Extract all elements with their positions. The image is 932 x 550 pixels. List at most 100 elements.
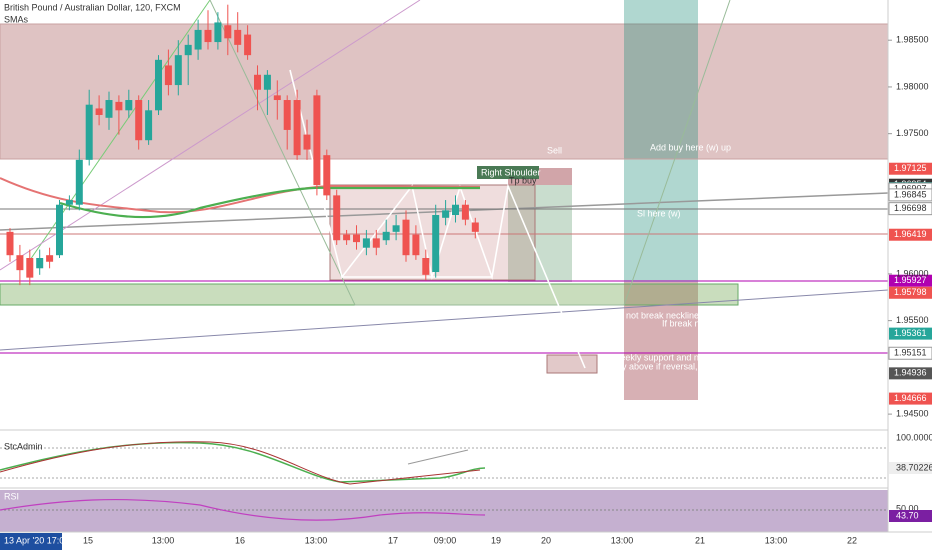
stc-pane <box>0 430 888 488</box>
candle-body <box>442 210 450 218</box>
annotation: Sl here (w) <box>637 208 681 218</box>
w-pattern <box>209 0 731 306</box>
stc-trend <box>407 449 469 465</box>
stop-zone <box>624 282 698 400</box>
price-tag-label: 1.96845 <box>894 189 927 199</box>
candle-body <box>303 134 311 150</box>
price-tag-label: 1.95927 <box>894 275 927 285</box>
candle-body <box>353 234 360 243</box>
x-tick-label: 13:00 <box>611 535 634 545</box>
candle-body <box>46 255 54 262</box>
candle-body <box>224 25 232 39</box>
price-tag <box>889 228 932 241</box>
annotation: Right Shoulder <box>481 167 541 177</box>
candle-body <box>372 238 380 248</box>
rsi-level-label: 50.00 <box>896 503 919 513</box>
rsi-name: RSI <box>4 491 19 501</box>
candle-body <box>36 258 44 269</box>
resistance-zone <box>0 23 889 160</box>
annotation: If break neckline sell <box>662 318 744 328</box>
x-tick-label: 13:00 <box>765 535 788 545</box>
price-tag-label: 1.96698 <box>894 203 927 213</box>
candle-body <box>135 100 143 141</box>
stc-name: StcAdmin <box>4 441 43 451</box>
candle-body <box>26 258 34 278</box>
y-tick-label: 1.94500 <box>896 408 929 418</box>
candle-body <box>6 231 14 256</box>
candle-body <box>422 258 430 275</box>
rsi-value: 43.70 <box>896 510 919 520</box>
price-tag <box>889 274 932 287</box>
note-box <box>546 354 598 374</box>
x-tick-label: 13:00 <box>152 535 175 545</box>
candle-body <box>452 204 459 215</box>
crosshair-tag <box>0 533 62 550</box>
stc-tag <box>889 462 932 474</box>
annotation: Weekly support and neckline of daily H&S <box>612 352 779 362</box>
hs-pattern <box>289 69 586 369</box>
candle-body <box>16 255 24 271</box>
candle-body <box>75 159 83 205</box>
trend-line <box>0 289 889 351</box>
annotation: Sell <box>547 145 562 155</box>
stc-top: 100.0000 <box>896 432 932 442</box>
x-tick-label: 16 <box>235 535 245 545</box>
candle-body <box>65 200 73 205</box>
candle-body <box>432 215 440 273</box>
y-tick-label: 1.97500 <box>896 128 929 138</box>
crosshair-time: 13 Apr '20 17:00 <box>4 535 69 545</box>
candle-body <box>461 204 469 220</box>
long-zone <box>624 0 698 282</box>
indicator-name: SMAs <box>4 14 29 24</box>
stc-signal <box>0 441 481 485</box>
candle-body <box>174 55 182 86</box>
candle-body <box>283 100 291 130</box>
price-tag <box>888 346 932 360</box>
annotation: Tp buy <box>509 175 537 185</box>
price-tag-label: 1.95151 <box>894 348 927 358</box>
y-tick-label: 1.98000 <box>896 81 929 91</box>
candle-body <box>254 74 261 90</box>
rsi-line <box>0 498 486 521</box>
candle-body <box>263 74 271 90</box>
candle-body <box>244 34 252 56</box>
candle-body <box>184 44 192 56</box>
candle-body <box>194 29 202 50</box>
candle-body <box>125 100 133 111</box>
label-box <box>477 166 539 179</box>
price-tag <box>889 367 932 380</box>
price-tag-label: 1.95798 <box>894 287 927 297</box>
price-tag-label: 1.94936 <box>894 368 927 378</box>
candle-body <box>343 234 351 241</box>
price-tag <box>888 188 932 202</box>
price-tag-label: 1.97125 <box>894 163 927 173</box>
x-tick-label: 22 <box>847 535 857 545</box>
x-tick-label: 20 <box>541 535 551 545</box>
price-tag-label: 1.95361 <box>894 328 927 338</box>
candle-body <box>155 59 162 111</box>
rsi-tag <box>889 510 932 522</box>
candle-body <box>392 225 400 232</box>
annotation: Buy if not break neckline <box>601 310 699 320</box>
candle-body <box>234 29 242 45</box>
x-tick-label: 19 <box>491 535 501 545</box>
candle-body <box>214 22 222 43</box>
candle-body <box>56 204 63 256</box>
symbol-title: British Pound / Australian Dollar, 120, … <box>4 2 181 12</box>
price-tag <box>889 327 932 340</box>
rsi-pane <box>0 490 888 532</box>
stc-value: 38.70226 <box>896 462 932 472</box>
price-tag <box>888 202 932 216</box>
candle-body <box>204 29 212 43</box>
candle-body <box>95 108 103 115</box>
annotation: Add buy here (w) up <box>650 142 731 152</box>
candle-body <box>333 195 341 241</box>
annotation: Tp of sell <box>535 314 572 324</box>
candle-body <box>402 219 410 256</box>
price-tag <box>889 162 932 175</box>
candle-body <box>412 234 420 256</box>
price-tag <box>889 392 932 405</box>
pitch-line <box>0 0 421 271</box>
y-tick-label: 1.95500 <box>896 315 929 325</box>
